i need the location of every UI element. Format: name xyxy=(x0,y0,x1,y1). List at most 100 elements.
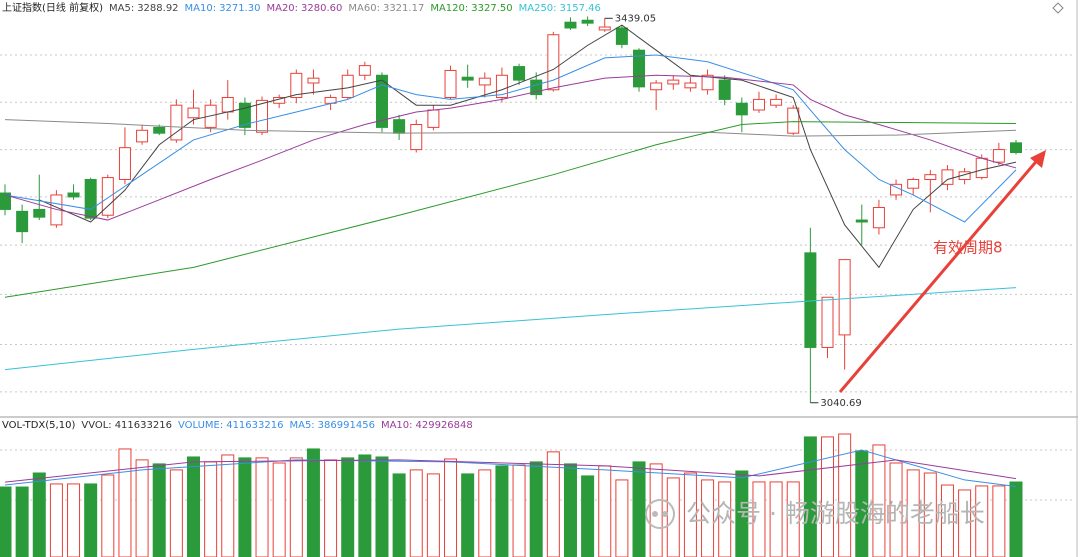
candle-body xyxy=(67,192,80,198)
candle-body xyxy=(821,296,834,348)
volume-bar xyxy=(478,469,492,557)
candle-body xyxy=(0,192,11,210)
volume-bar xyxy=(735,470,749,557)
header-title: VOL-TDX(5,10) xyxy=(2,420,75,431)
candle-body xyxy=(804,252,817,348)
watermark-text: 公众号 · 畅游股海的老船长 xyxy=(686,499,985,528)
volume-bar xyxy=(392,473,406,557)
volume-bar xyxy=(306,448,320,557)
candle-body xyxy=(444,69,457,98)
candle-body xyxy=(118,147,131,181)
volume-bar xyxy=(855,450,869,557)
candle-body xyxy=(153,126,166,134)
volume-bar xyxy=(67,483,81,557)
trend-arrow xyxy=(838,156,1042,393)
legend-name: MA5: xyxy=(109,3,134,14)
candle-body xyxy=(581,19,594,24)
volume-bar xyxy=(461,473,475,557)
legend-value: 411633216 xyxy=(115,420,172,431)
header: VOL-TDX(5,10) VVOL: 411633216 VOLUME: 411633… xyxy=(2,420,473,431)
ma-line xyxy=(39,24,1017,269)
legend-value: 3271.30 xyxy=(219,3,260,14)
candle-body xyxy=(375,74,388,128)
legend-name: MA60: xyxy=(348,3,380,14)
volume-bar xyxy=(375,456,389,557)
volume-bar xyxy=(563,463,577,557)
candle-body xyxy=(838,259,851,336)
volume-bar xyxy=(649,463,663,557)
volume-bar xyxy=(272,462,286,557)
volume-bar xyxy=(632,461,646,557)
trend-arrowhead xyxy=(1030,150,1046,168)
candle-body xyxy=(752,98,765,111)
candle-body xyxy=(855,219,868,223)
ma-line xyxy=(4,119,1017,137)
candle-body xyxy=(256,99,269,133)
candle-body xyxy=(650,82,663,91)
candle-body xyxy=(136,129,149,143)
ma-line xyxy=(4,287,1017,371)
volume-bar xyxy=(186,456,200,557)
header-title: 上证指数(日线 前复权) xyxy=(2,1,103,14)
volume-bar xyxy=(701,479,715,557)
volume-bar xyxy=(49,483,63,557)
candle-body xyxy=(84,179,97,219)
candle-body xyxy=(187,107,200,119)
extreme-label: 3040.69 xyxy=(820,398,861,409)
candle-body xyxy=(735,102,748,116)
candle-body xyxy=(410,124,423,151)
candle-body xyxy=(341,74,354,98)
candle-body xyxy=(495,74,508,98)
candle-body xyxy=(461,76,474,81)
candle-body xyxy=(872,207,885,229)
legend-name: VVOL: xyxy=(81,420,111,431)
volume-bar xyxy=(169,469,183,557)
volume-bar xyxy=(546,451,560,557)
header: 上证指数(日线 前复权) MA5: 3288.92 MA10: 3271.30 MA20:… xyxy=(2,1,601,14)
volume-bar xyxy=(341,457,355,557)
candle-body xyxy=(101,177,114,216)
volume-bar xyxy=(358,454,372,557)
legend-name: MA10: xyxy=(185,3,217,14)
watermark-icon xyxy=(652,511,658,517)
candle-body xyxy=(992,149,1005,163)
volume-bar xyxy=(940,484,954,557)
volume-ma-line xyxy=(4,459,1017,483)
candle-body xyxy=(718,79,731,100)
volume-bar xyxy=(324,459,338,557)
volume-bar xyxy=(872,444,886,557)
volume-bar xyxy=(683,472,697,557)
volume-bar xyxy=(15,486,29,557)
volume-bar xyxy=(84,483,98,557)
legend-value: 3280.60 xyxy=(301,3,342,14)
legend-value: 386991456 xyxy=(318,420,375,431)
candle-body xyxy=(787,107,800,134)
legend-name: VOLUME: xyxy=(178,420,223,431)
candle-body xyxy=(684,82,697,89)
volume-bar xyxy=(615,479,629,557)
legend-name: MA10: xyxy=(381,420,413,431)
legend-value: 429926848 xyxy=(416,420,473,431)
legend-name: MA5: xyxy=(289,420,314,431)
volume-bar xyxy=(958,489,972,557)
volume-bar xyxy=(889,462,903,557)
watermark: 公众号 · 畅游股海的老船长 xyxy=(645,499,985,529)
candle-body xyxy=(513,66,526,81)
settings-icon[interactable] xyxy=(1052,2,1064,14)
volume-bar xyxy=(255,457,269,557)
volume-bar xyxy=(803,436,817,557)
ma-line xyxy=(4,121,1017,298)
candle-body xyxy=(170,104,183,141)
candle-body xyxy=(238,102,251,128)
volume-bar xyxy=(581,475,595,557)
volume-bar xyxy=(238,457,252,557)
volume-bar xyxy=(152,463,166,557)
candle-body xyxy=(975,157,988,179)
volume-bar xyxy=(101,474,115,557)
candle-body xyxy=(667,79,680,85)
candle-body xyxy=(770,98,783,106)
volume-bar xyxy=(32,472,46,557)
candle-body xyxy=(478,77,491,86)
candle-body xyxy=(907,179,920,189)
candle-body xyxy=(958,171,971,181)
